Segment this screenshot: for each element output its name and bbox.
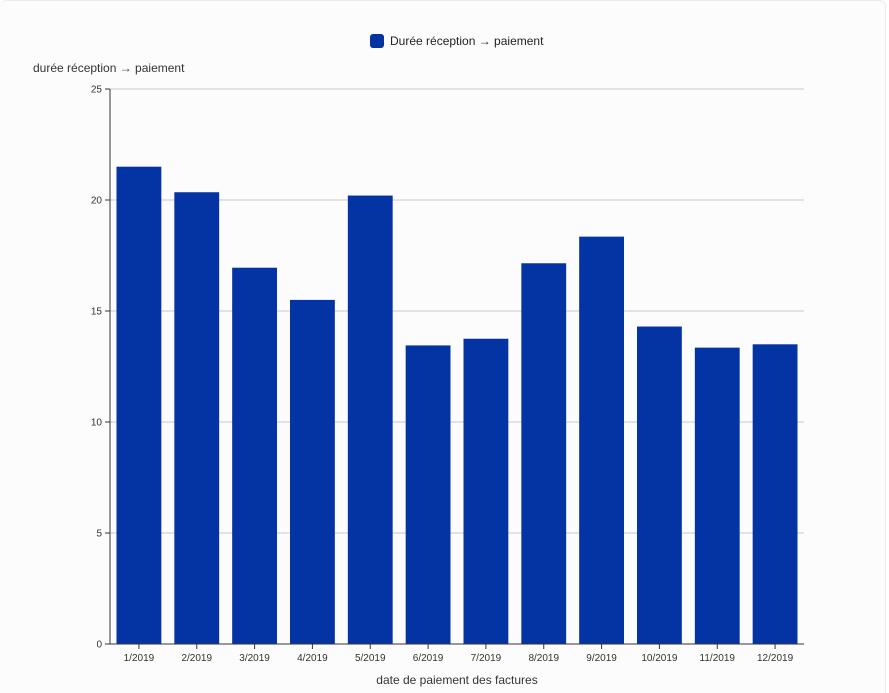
bar[interactable] [521, 263, 567, 644]
x-tick-label: 6/2019 [413, 653, 444, 664]
x-tick-label: 1/2019 [124, 653, 155, 664]
legend-label: Durée réception → paiement [390, 34, 544, 48]
legend[interactable]: Durée réception → paiement [370, 34, 544, 48]
y-tick-label: 20 [91, 196, 103, 207]
y-tick-label: 5 [96, 529, 102, 540]
bar[interactable] [463, 338, 509, 644]
x-tick-label: 8/2019 [528, 653, 559, 664]
x-tick-label: 4/2019 [297, 653, 328, 664]
x-tick-label: 7/2019 [471, 653, 502, 664]
bar[interactable] [232, 267, 277, 644]
gridlines [110, 88, 804, 534]
legend-swatch [370, 34, 384, 48]
x-tick-label: 5/2019 [355, 653, 386, 664]
x-axis-title: date de paiement des factures [376, 673, 537, 687]
bar[interactable] [290, 299, 335, 644]
bar[interactable] [347, 195, 393, 644]
x-tick-label: 10/2019 [641, 653, 678, 664]
x-tick-label: 2/2019 [181, 653, 212, 664]
x-tick-label: 12/2019 [757, 653, 794, 664]
bars [116, 166, 798, 645]
y-axis-title: durée réception → paiement [33, 61, 185, 75]
bar[interactable] [579, 236, 624, 644]
x-axis-ticks: 1/2019 2/2019 3/2019 4/2019 5/2019 6/2019 7/20… [124, 644, 794, 664]
bar[interactable] [752, 344, 798, 644]
bar[interactable] [174, 192, 220, 645]
y-axis-ticks: 0 5 10 15 20 25 [91, 85, 110, 651]
bar[interactable] [405, 345, 451, 644]
x-tick-label: 11/2019 [700, 653, 736, 664]
y-tick-label: 15 [91, 307, 103, 318]
x-tick-label: 3/2019 [239, 653, 270, 664]
bar[interactable] [694, 347, 740, 644]
y-tick-label: 25 [91, 85, 103, 96]
x-tick-label: 9/2019 [586, 653, 617, 664]
bar[interactable] [637, 326, 682, 644]
bar[interactable] [116, 166, 162, 644]
y-tick-label: 0 [96, 640, 102, 651]
y-tick-label: 10 [91, 418, 103, 429]
